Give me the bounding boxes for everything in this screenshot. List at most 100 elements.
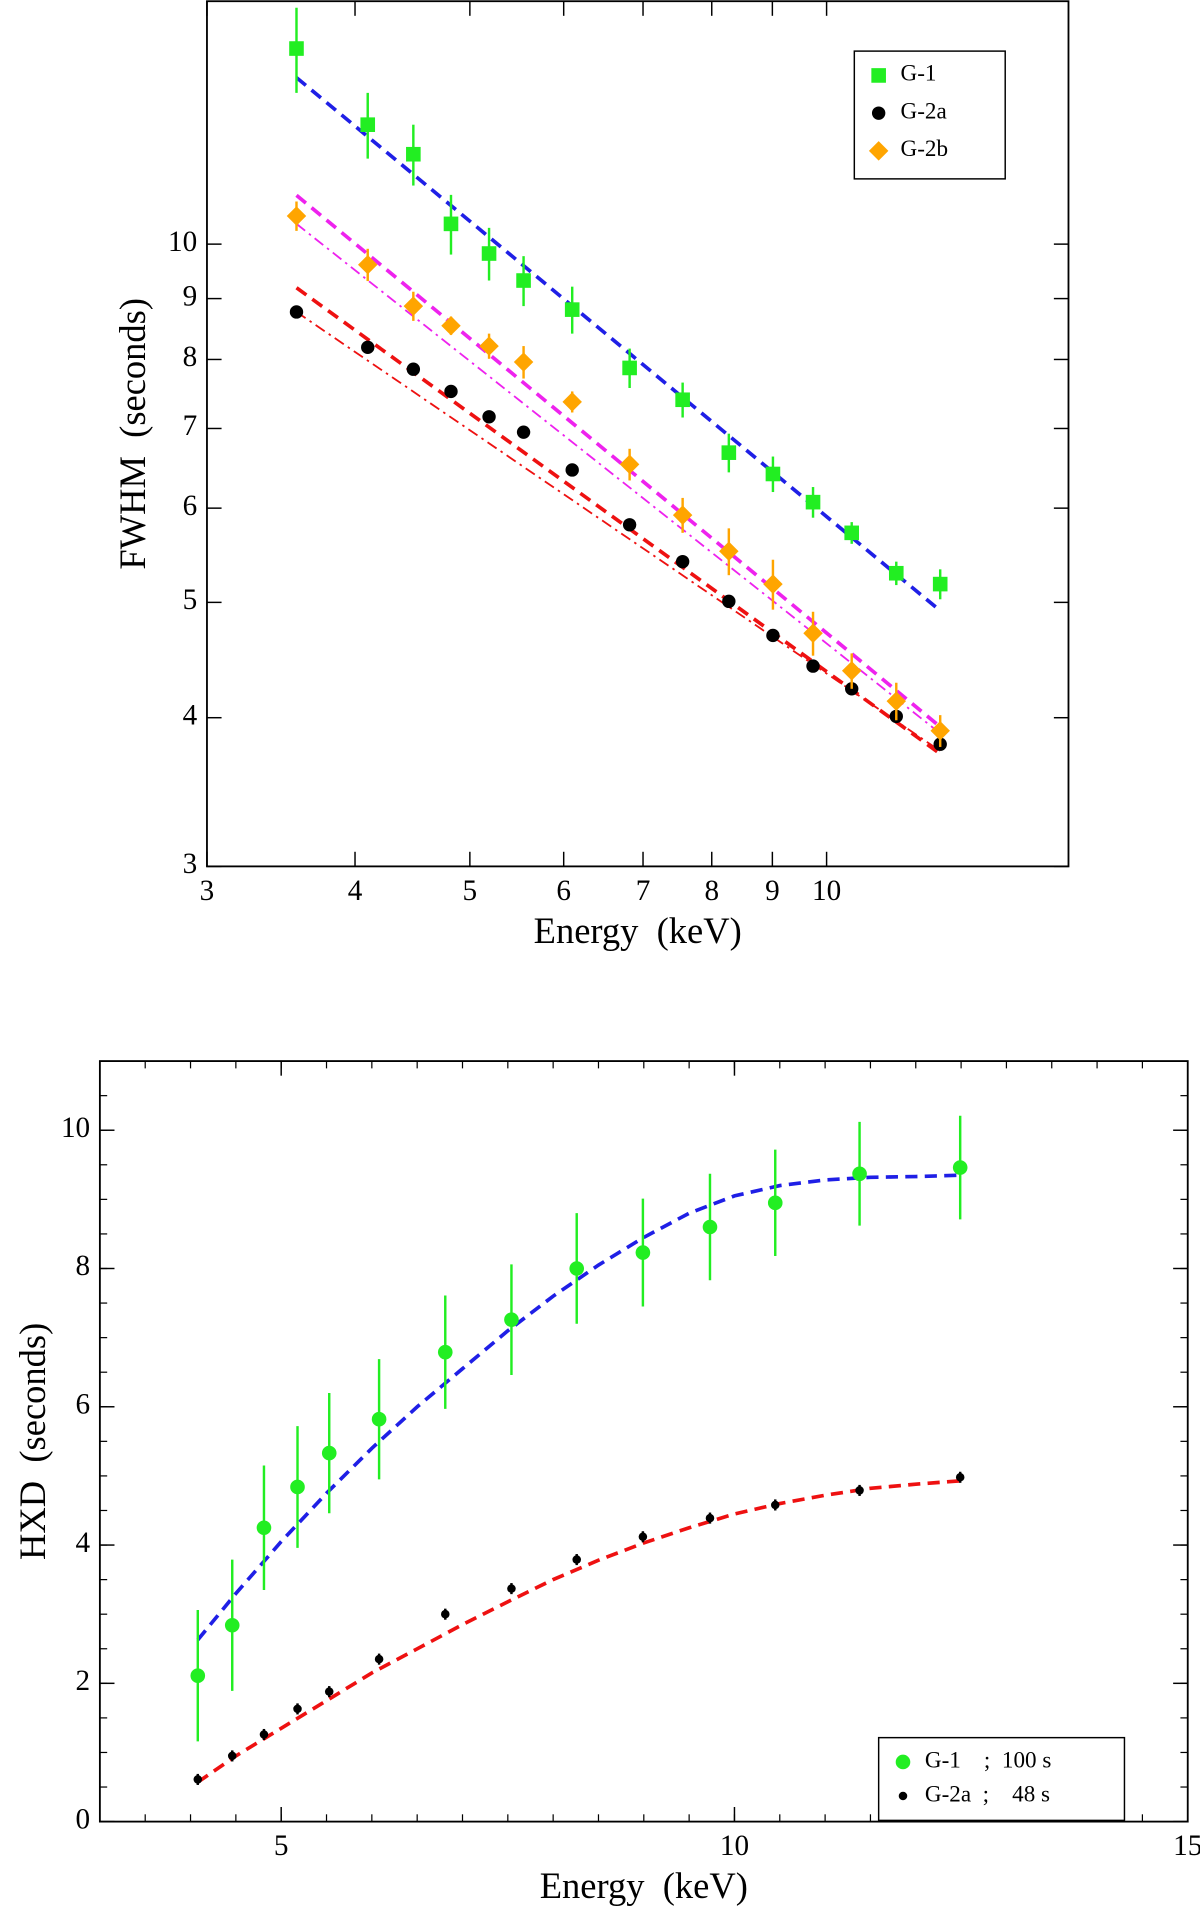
marker: [481, 246, 497, 261]
marker: [504, 1312, 519, 1327]
marker: [855, 1486, 864, 1495]
marker: [955, 1473, 965, 1482]
marker: [374, 1654, 384, 1664]
marker: [286, 206, 307, 226]
x-tick-label: 5: [463, 875, 478, 907]
legend: G-1 ; 100 s G-2a ; 48 s: [877, 1736, 1126, 1822]
x-tick-label: 4: [348, 875, 363, 907]
y-tick-label: 7: [183, 410, 198, 442]
fit-line: [196, 1478, 962, 1784]
marker: [770, 1500, 780, 1510]
legend-label: G-2b: [901, 135, 949, 161]
x-tick-label: 6: [556, 875, 571, 907]
y-tick-label: 0: [76, 1803, 91, 1835]
marker: [321, 1445, 337, 1461]
marker: [622, 518, 637, 532]
marker: [361, 340, 375, 355]
y-axis-label: FWHM (seconds): [112, 298, 153, 570]
marker: [844, 525, 860, 541]
marker: [766, 628, 780, 643]
marker: [360, 117, 376, 132]
fit-line: [295, 193, 942, 729]
marker: [767, 1195, 783, 1211]
marker: [441, 1609, 450, 1619]
y-tick-label: 2: [76, 1665, 91, 1697]
x-tick-label: 15: [1173, 1830, 1200, 1862]
marker: [702, 1219, 718, 1235]
marker: [193, 1775, 203, 1784]
marker: [806, 659, 820, 673]
y-tick-label: 8: [76, 1250, 91, 1282]
y-tick-label: 6: [183, 490, 198, 522]
marker: [324, 1687, 334, 1696]
marker: [190, 1668, 206, 1684]
marker: [868, 141, 889, 161]
marker: [406, 146, 421, 162]
marker: [705, 1513, 715, 1523]
marker: [572, 1555, 581, 1564]
marker: [227, 1751, 237, 1761]
marker: [888, 565, 904, 581]
marker: [437, 1344, 453, 1360]
marker: [371, 1411, 387, 1427]
marker: [406, 362, 421, 376]
marker: [507, 1584, 516, 1593]
legend-label: G-2a ; 48 s: [925, 1780, 1050, 1806]
x-tick-label: 8: [704, 875, 719, 907]
x-tick-label: 3: [200, 875, 215, 907]
marker: [619, 454, 640, 475]
legend: G-1 G-2a G-2b: [853, 50, 1006, 180]
marker: [290, 1479, 305, 1495]
marker: [289, 305, 304, 319]
marker: [672, 505, 693, 525]
fit-line: [296, 311, 941, 752]
marker: [562, 392, 582, 412]
marker: [293, 1704, 302, 1714]
marker: [564, 302, 580, 317]
y-tick-label: 3: [183, 848, 198, 880]
marker: [565, 463, 579, 477]
marker: [721, 445, 737, 460]
marker: [256, 1520, 272, 1536]
y-tick-label: 4: [76, 1527, 91, 1559]
fit-line: [196, 1173, 962, 1641]
marker: [635, 1245, 651, 1260]
y-tick-label: 9: [183, 280, 198, 312]
marker: [895, 1754, 911, 1770]
marker: [871, 68, 886, 83]
marker: [224, 1617, 240, 1633]
marker: [805, 494, 821, 510]
y-tick-label: 6: [76, 1388, 91, 1420]
marker: [871, 106, 886, 120]
fit-line: [295, 76, 942, 613]
marker: [513, 352, 534, 372]
x-tick-label: 9: [765, 875, 780, 907]
marker: [898, 1791, 908, 1801]
legend-label: G-2a: [901, 97, 947, 123]
marker: [622, 360, 637, 376]
x-tick-label: 10: [812, 875, 841, 907]
fit-line: [295, 286, 942, 756]
legend-box: [877, 1736, 1126, 1822]
legend-label: G-1: [901, 60, 937, 86]
x-axis-label: Energy (keV): [540, 1865, 748, 1906]
marker: [852, 1166, 867, 1182]
marker: [675, 392, 690, 408]
marker: [722, 594, 736, 609]
plot-frame: [98, 1060, 1189, 1823]
marker: [569, 1261, 585, 1276]
marker: [479, 336, 499, 356]
x-tick-label: 10: [720, 1830, 749, 1862]
marker: [516, 273, 531, 288]
marker: [443, 216, 459, 232]
y-tick-label: 8: [183, 341, 198, 373]
y-axis-label: HXD (seconds): [12, 1323, 53, 1560]
plot-frame: [206, 0, 1070, 868]
marker: [841, 661, 862, 681]
x-axis-label: Energy (keV): [534, 910, 742, 951]
marker: [638, 1532, 648, 1542]
marker: [765, 466, 781, 482]
y-tick-label: 4: [183, 699, 198, 731]
